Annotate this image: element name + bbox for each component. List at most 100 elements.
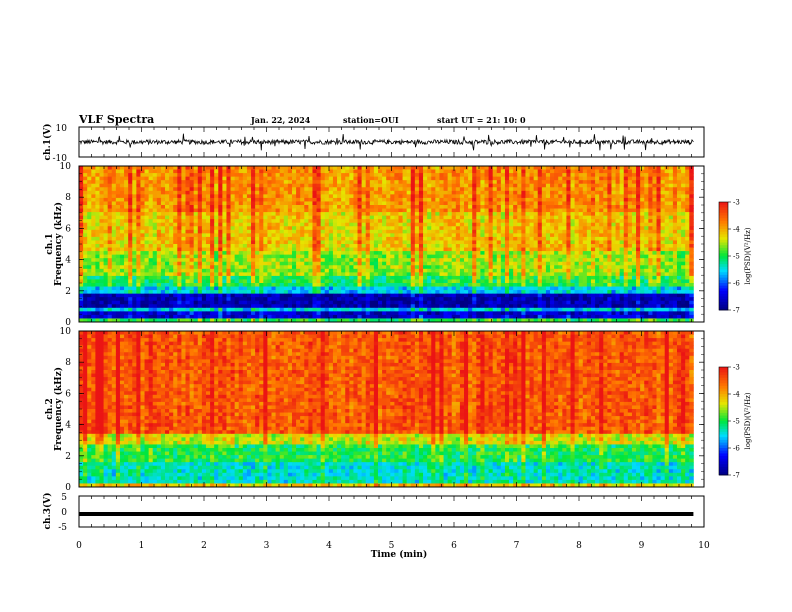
ch1-spectrogram-cell bbox=[242, 247, 248, 252]
ch1-spectrogram-cell bbox=[418, 233, 424, 238]
ch1-spectrogram-cell bbox=[652, 187, 657, 192]
ch1-spectrogram-cell bbox=[558, 236, 563, 241]
ch1-spectrogram-cell bbox=[341, 176, 346, 181]
ch1-spectrogram-cell bbox=[287, 166, 293, 170]
ch1-spectrogram-cell bbox=[226, 240, 231, 245]
ch1-spectrogram-cell bbox=[492, 180, 498, 185]
ch1-spectrogram-cell bbox=[476, 229, 481, 234]
ch1-spectrogram-cell bbox=[652, 169, 657, 174]
ch1-spectrogram-cell bbox=[660, 233, 666, 238]
ch1-spectrogram-cell bbox=[263, 240, 268, 245]
ch1-spectrogram-cell bbox=[361, 212, 367, 217]
ch1-spectrogram-cell bbox=[517, 229, 522, 234]
ch1-spectrogram-cell bbox=[586, 187, 592, 192]
ch1-spectrogram-cell bbox=[672, 176, 678, 181]
ch1-spectrogram-cell bbox=[394, 180, 399, 185]
ch1-spectrogram-cell bbox=[193, 187, 199, 192]
ch1-spectrogram-cell bbox=[357, 166, 363, 170]
ch1-spectrogram-cell bbox=[414, 187, 420, 192]
ch1-spectrogram-cell bbox=[578, 187, 584, 192]
ch1-spectrogram-cell bbox=[562, 240, 567, 245]
ch1-spectrogram-cell bbox=[595, 194, 600, 199]
ch1-spectrogram-cell bbox=[615, 205, 621, 209]
ch1-spectrogram-cell bbox=[296, 215, 301, 220]
ch1-spectrogram-cell bbox=[218, 226, 223, 231]
ch1-spectrogram-cell bbox=[165, 197, 170, 202]
ch1-spectrogram-cell bbox=[197, 226, 203, 231]
ch1-spectrogram-cell bbox=[99, 265, 104, 270]
ch1-spectrogram-cell bbox=[263, 180, 268, 185]
ch1-spectrogram-cell bbox=[570, 275, 575, 280]
ch1-spectrogram-cell bbox=[177, 268, 182, 273]
ch1-spectrogram-cell bbox=[398, 258, 403, 263]
ch1-spectrogram-cell bbox=[210, 166, 215, 170]
ch1-spectrogram-cell bbox=[238, 194, 244, 199]
ch1-spectrogram-cell bbox=[136, 251, 141, 256]
ch1-spectrogram-cell bbox=[640, 261, 645, 266]
ch1-spectrogram-cell bbox=[423, 229, 428, 234]
ch1-spectrogram-cell bbox=[361, 219, 367, 224]
ch1-spectrogram-cell bbox=[251, 201, 256, 206]
ch1-spectrogram-cell bbox=[152, 166, 158, 170]
ch1-spectrogram-cell bbox=[185, 166, 190, 170]
ch1-spectrogram-cell bbox=[603, 219, 608, 224]
ch1-spectrogram-cell bbox=[390, 180, 395, 185]
ch1-spectrogram-cell bbox=[562, 194, 567, 199]
ch1-spectrogram-cell bbox=[287, 197, 293, 202]
ch1-spectrogram-cell bbox=[427, 219, 432, 224]
ch1-spectrogram-cell bbox=[111, 272, 117, 277]
ch1-spectrogram-cell bbox=[353, 268, 358, 273]
ch1-spectrogram-cell bbox=[566, 251, 571, 256]
ch1-spectrogram-cell bbox=[537, 205, 543, 209]
ch1-spectrogram-cell bbox=[689, 254, 694, 259]
ch1-spectrogram-cell bbox=[611, 180, 616, 185]
ch1-spectrogram-cell bbox=[500, 219, 506, 224]
ch1-spectrogram-cell bbox=[341, 222, 346, 227]
ch1-spectrogram-cell bbox=[169, 272, 174, 277]
ch1-spectrogram-cell bbox=[156, 272, 162, 277]
ch1-spectrogram-cell bbox=[676, 272, 682, 277]
ch1-spectrogram-cell bbox=[402, 212, 408, 217]
ch1-spectrogram-cell bbox=[390, 166, 395, 170]
ch1-spectrogram-cell bbox=[558, 166, 563, 170]
ch1-spectrogram-cell bbox=[300, 275, 305, 280]
ch1-spectrogram-cell bbox=[513, 251, 518, 256]
ch1-spectrogram-cell bbox=[79, 197, 84, 202]
ch1-spectrogram-cell bbox=[365, 272, 371, 277]
ch1-spectrogram-cell bbox=[234, 197, 240, 202]
ch1-spectrogram-cell bbox=[390, 215, 395, 220]
ch1-spectrogram-cell bbox=[160, 212, 166, 217]
ch1-spectrogram-cell bbox=[201, 268, 207, 273]
ch1-spectrogram-cell bbox=[353, 229, 358, 234]
ch1-spectrogram-cell bbox=[681, 183, 686, 188]
ch1-spectrogram-cell bbox=[509, 176, 514, 181]
ch1-spectrogram-cell bbox=[201, 205, 207, 209]
ch1-spectrogram-cell bbox=[201, 169, 207, 174]
ch1-spectrogram-cell bbox=[242, 272, 248, 277]
ch1-spectrogram-cell bbox=[181, 229, 186, 234]
ch1-spectrogram-cell bbox=[107, 233, 113, 238]
ch1-spectrogram-cell bbox=[300, 194, 305, 199]
ch1-spectrogram-cell bbox=[283, 229, 289, 234]
ch1-spectrogram-cell bbox=[378, 254, 383, 259]
ch1-spectrogram-cell bbox=[79, 183, 84, 188]
ch1-spectrogram-cell bbox=[369, 268, 375, 273]
ch1-spectrogram-cell bbox=[283, 176, 289, 181]
ch1-spectrogram-cell bbox=[357, 226, 363, 231]
ch1-spectrogram-cell bbox=[623, 240, 629, 245]
ch1-spectrogram-cell bbox=[529, 190, 535, 195]
ch1-spectrogram-cell bbox=[398, 233, 403, 238]
ch1-spectrogram-cell bbox=[504, 219, 510, 224]
ch1-spectrogram-cell bbox=[115, 201, 121, 206]
ch1-spectrogram-cell bbox=[402, 226, 408, 231]
ch1-spectrogram-cell bbox=[251, 194, 256, 199]
ch1-spectrogram-cell bbox=[312, 187, 317, 192]
ch1-spectrogram-cell bbox=[267, 254, 272, 259]
ch1-spectrogram-cell bbox=[550, 187, 555, 192]
ch1-spectrogram-cell bbox=[398, 183, 403, 188]
ch1-spectrogram-cell bbox=[660, 272, 666, 277]
ch1-spectrogram-cell bbox=[685, 261, 690, 266]
ch1-spectrogram-cell bbox=[578, 212, 584, 217]
ch1-spectrogram-cell bbox=[648, 261, 653, 266]
ch1-spectrogram-cell bbox=[459, 169, 465, 174]
